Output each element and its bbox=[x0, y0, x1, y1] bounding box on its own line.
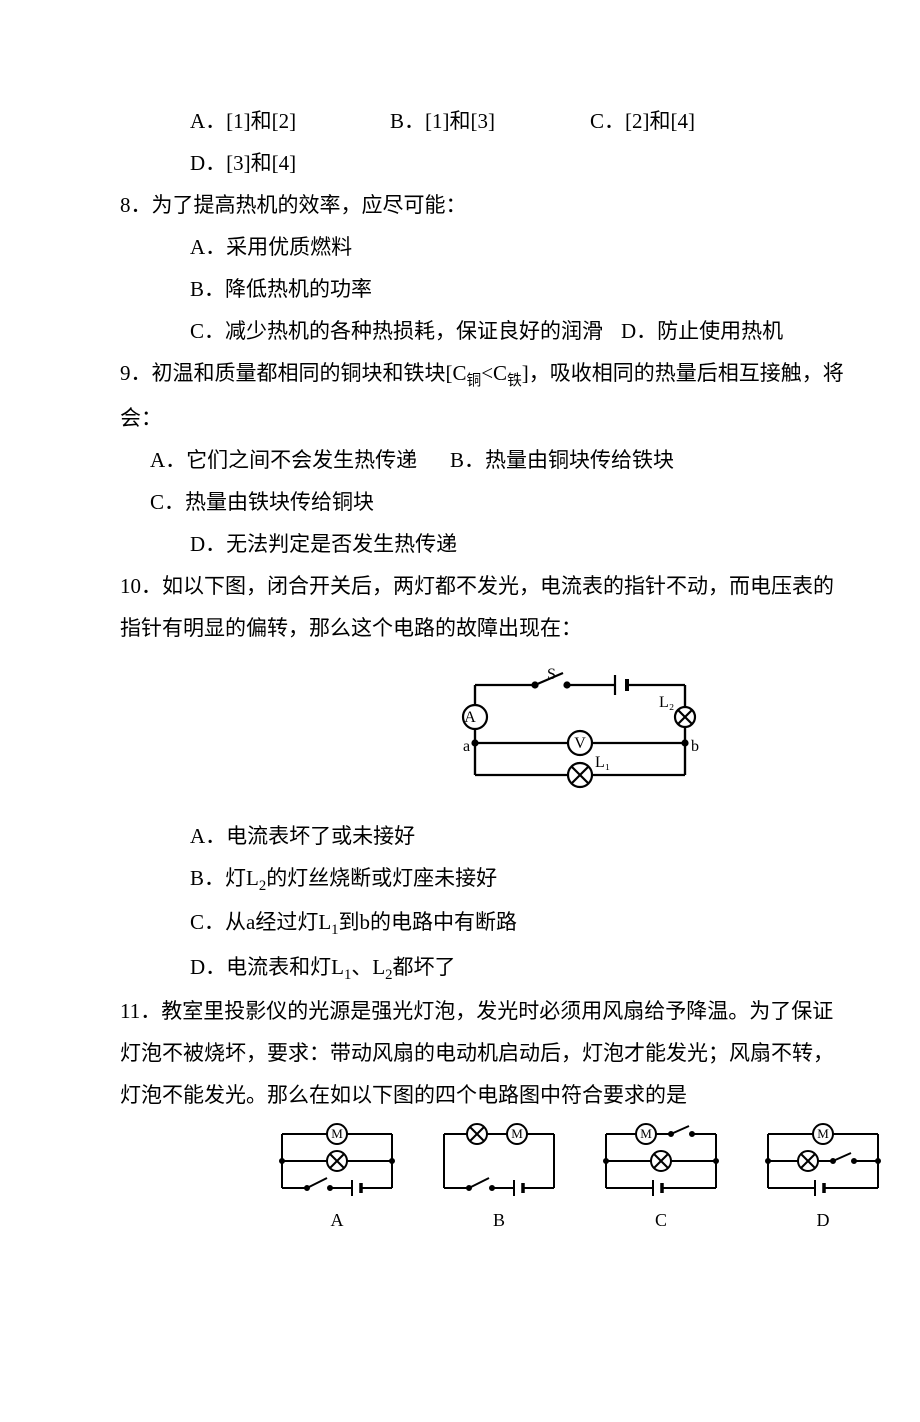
q10-option-c: C．从a经过灯L1到b的电路中有断路 bbox=[120, 901, 920, 946]
label-s: S bbox=[547, 666, 556, 683]
q11-label-c: C bbox=[591, 1200, 731, 1238]
label-ammeter: A bbox=[464, 709, 476, 726]
label-l2: L₂ bbox=[659, 694, 674, 711]
q9-option-d: D．无法判定是否发生热传递 bbox=[120, 523, 920, 565]
q9-stem-c: ]，吸收相同的热量后相互接触，将 bbox=[522, 361, 844, 385]
q7-option-a: A．[1]和[2] bbox=[190, 100, 390, 142]
q9-stem-line2: 会： bbox=[120, 397, 920, 439]
q11-stem-2: 灯泡不被烧坏，要求：带动风扇的电动机启动后，灯泡才能发光；风扇不转， bbox=[120, 1032, 920, 1074]
q8-option-d: D．防止使用热机 bbox=[603, 310, 783, 352]
circuit-diagram-q10: S L₂ A V L₁ a b bbox=[445, 655, 715, 805]
q7-option-c: C．[2]和[4] bbox=[590, 100, 760, 142]
q10-option-d: D．电流表和灯L1、L2都坏了 bbox=[120, 946, 920, 991]
q10-stem-2: 指针有明显的偏转，那么这个电路的故障出现在： bbox=[120, 607, 920, 649]
q7-options-row1: A．[1]和[2] B．[1]和[3] C．[2]和[4] bbox=[120, 100, 920, 142]
q8-option-c: C．减少热机的各种热损耗，保证良好的润滑 bbox=[190, 310, 603, 352]
label-a-node: a bbox=[463, 738, 470, 755]
q9-stem-line1: 9．初温和质量都相同的铜块和铁块[C铜<C铁]，吸收相同的热量后相互接触，将 bbox=[120, 352, 920, 397]
q9-option-c: C．热量由铁块传给铜块 bbox=[120, 481, 920, 523]
q9-options-ab: A．它们之间不会发生热传递 B．热量由铜块传给铁块 bbox=[120, 439, 920, 481]
q10-option-b: B．灯L2的灯丝烧断或灯座未接好 bbox=[120, 857, 920, 902]
q7-option-d: D．[3]和[4] bbox=[120, 142, 920, 184]
q8-option-a: A．采用优质燃料 bbox=[120, 226, 920, 268]
q11-diagram-a: M A bbox=[267, 1122, 407, 1238]
q9-stem-a: 9．初温和质量都相同的铜块和铁块[C bbox=[120, 361, 467, 385]
q11-diagrams: M A bbox=[120, 1116, 920, 1242]
q10-option-a: A．电流表坏了或未接好 bbox=[120, 815, 920, 857]
svg-text:M: M bbox=[331, 1126, 343, 1141]
q8-stem: 8．为了提高热机的效率，应尽可能： bbox=[120, 184, 920, 226]
q11-stem-1: 11．教室里投影仪的光源是强光灯泡，发光时必须用风扇给予降温。为了保证 bbox=[120, 990, 920, 1032]
q11-label-a: A bbox=[267, 1200, 407, 1238]
q11-stem-3: 灯泡不能发光。那么在如以下图的四个电路图中符合要求的是 bbox=[120, 1074, 920, 1116]
q10-diagram: S L₂ A V L₁ a b bbox=[120, 649, 920, 815]
q8-options-cd: C．减少热机的各种热损耗，保证良好的润滑 D．防止使用热机 bbox=[120, 310, 920, 352]
svg-text:M: M bbox=[511, 1126, 523, 1141]
q7-option-b: B．[1]和[3] bbox=[390, 100, 590, 142]
q11-diagram-b: M B bbox=[429, 1122, 569, 1238]
q9-stem-b: <C bbox=[481, 361, 507, 385]
label-voltmeter: V bbox=[574, 735, 586, 752]
svg-text:M: M bbox=[817, 1126, 829, 1141]
q11-diagram-c: M C bbox=[591, 1122, 731, 1238]
q11-diagram-d: M D bbox=[753, 1122, 893, 1238]
q9-stem-sub2: 铁 bbox=[507, 373, 522, 389]
label-l1: L₁ bbox=[595, 754, 610, 771]
q11-label-b: B bbox=[429, 1200, 569, 1238]
q10-stem-1: 10．如以下图，闭合开关后，两灯都不发光，电流表的指针不动，而电压表的 bbox=[120, 565, 920, 607]
q8-option-b: B．降低热机的功率 bbox=[120, 268, 920, 310]
q9-option-b: B．热量由铜块传给铁块 bbox=[450, 439, 674, 481]
label-b-node: b bbox=[691, 738, 699, 755]
svg-text:M: M bbox=[640, 1126, 652, 1141]
q9-stem-sub1: 铜 bbox=[467, 373, 482, 389]
q9-option-a: A．它们之间不会发生热传递 bbox=[150, 439, 450, 481]
q11-label-d: D bbox=[753, 1200, 893, 1238]
